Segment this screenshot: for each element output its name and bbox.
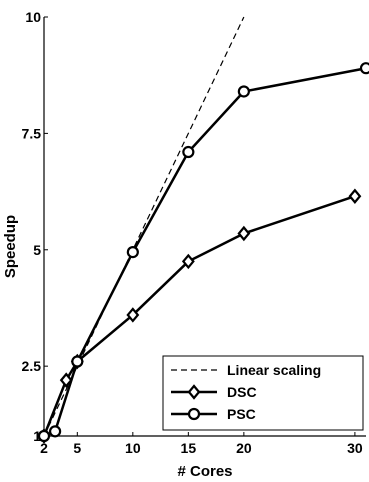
- legend: Linear scaling DSC PSC: [162, 355, 364, 431]
- data-point-dsc: [126, 307, 140, 323]
- data-point-psc: [359, 62, 369, 75]
- legend-label-linear-scaling: Linear scaling: [227, 362, 321, 378]
- data-point-psc: [71, 355, 84, 368]
- y-tick-label: 10: [25, 9, 41, 25]
- legend-marker-dsc: [187, 384, 201, 400]
- x-tick-label: 5: [73, 440, 81, 456]
- series-layer: [37, 16, 369, 444]
- y-tick-label: 5: [33, 242, 41, 258]
- series-psc: [37, 62, 369, 443]
- x-tick-label: 15: [181, 440, 197, 456]
- data-point-dsc: [237, 225, 251, 242]
- data-point-psc: [182, 145, 195, 159]
- y-tick-label: 7.5: [22, 125, 42, 141]
- data-point-psc: [126, 246, 139, 259]
- legend-label-psc: PSC: [227, 406, 256, 422]
- x-tick-label: 30: [347, 440, 363, 456]
- series-linear-scaling: [43, 16, 245, 437]
- legend-label-dsc: DSC: [227, 384, 257, 400]
- tick-labels: 2 5 10 15 20 30 1 2.5 5 7.5 10: [22, 9, 363, 456]
- data-point-psc: [237, 85, 250, 98]
- data-point-dsc: [348, 188, 362, 204]
- axes: [43, 16, 366, 437]
- y-tick-label: 2.5: [22, 358, 42, 374]
- series-line-linear-scaling: [43, 16, 245, 437]
- x-axis-label: # Cores: [177, 463, 232, 480]
- data-point-dsc: [181, 253, 195, 270]
- y-tick-label: 1: [33, 428, 41, 444]
- y-axis-label: Speedup: [2, 215, 19, 278]
- data-point-psc: [49, 425, 62, 438]
- legend-marker-psc: [187, 407, 201, 421]
- data-point-psc: [37, 429, 51, 443]
- x-tick-label: 2: [40, 440, 48, 456]
- x-tick-label: 20: [236, 440, 252, 456]
- x-tick-label: 10: [125, 440, 141, 456]
- data-point-dsc: [59, 372, 73, 388]
